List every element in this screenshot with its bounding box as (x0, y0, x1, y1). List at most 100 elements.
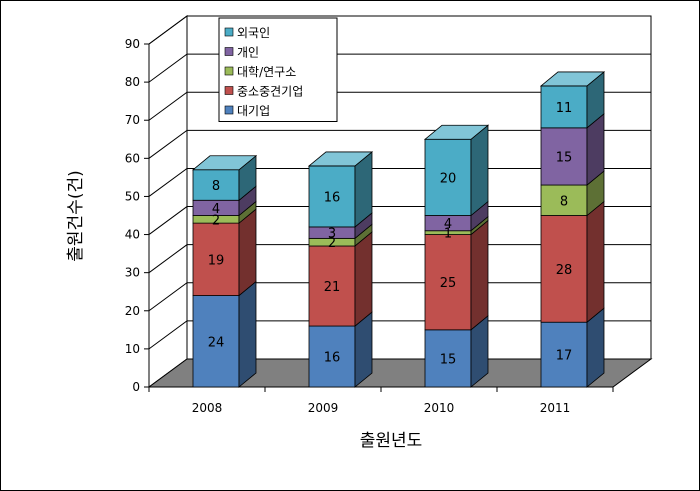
bar-side (354, 231, 373, 327)
bar-stack-2011 (539, 71, 606, 388)
data-label: 17 (556, 349, 573, 364)
bar-side (470, 219, 489, 331)
x-tick-label: 2010 (424, 401, 455, 415)
y-tick-label: 10 (125, 342, 140, 356)
y-tick-label: 90 (125, 37, 140, 51)
legend-label: 중소중견기업 (237, 85, 303, 99)
data-label: 11 (556, 101, 573, 116)
gridline (148, 206, 651, 235)
bar-stack-2009 (307, 151, 374, 388)
bar-front (308, 165, 356, 228)
legend-swatch (224, 105, 234, 115)
x-tick-label: 2011 (540, 401, 571, 415)
legend-swatch (224, 66, 234, 76)
bar-front (424, 234, 472, 331)
gridline (148, 282, 651, 312)
data-label: 15 (440, 352, 457, 367)
bar-segment (540, 307, 605, 388)
bar-segment (308, 212, 373, 240)
data-label: 1 (444, 227, 452, 242)
y-tick-label: 50 (125, 189, 140, 203)
gridline (148, 320, 651, 350)
bar-segment (423, 124, 490, 217)
bar-side (238, 280, 257, 388)
legend-item: 중소중견기업 (224, 85, 303, 99)
bar-segment (540, 200, 605, 324)
legend-label: 대학/연구소 (237, 65, 296, 79)
bar-front (540, 184, 588, 216)
bar-segment (191, 154, 258, 202)
bar-segment (308, 311, 373, 388)
y-tick-label: 30 (125, 266, 140, 280)
legend-item: 대기업 (224, 104, 270, 118)
y-tick-label: 20 (125, 304, 140, 318)
legend-item: 대학/연구소 (224, 65, 296, 79)
legend-swatch (224, 27, 234, 37)
y-tick-label: 40 (125, 228, 140, 242)
data-label: 24 (208, 335, 225, 350)
bar-segment (540, 112, 605, 186)
y-tick-label: 60 (125, 151, 140, 165)
y-tick-label: 0 (132, 380, 140, 394)
gridline (148, 91, 651, 121)
data-label: 3 (328, 227, 336, 242)
bar-segment (308, 231, 373, 327)
bar-front (540, 321, 588, 388)
bar-front (192, 222, 240, 296)
bar-segment (539, 71, 606, 129)
data-label: 21 (324, 280, 341, 295)
y-tick-label: 70 (125, 113, 140, 127)
bar-top (539, 71, 606, 87)
data-label: 25 (440, 276, 457, 291)
bar-top (191, 155, 258, 171)
bar-front (192, 169, 240, 201)
legend-label: 대기업 (237, 104, 270, 118)
x-tick-label: 2008 (192, 401, 223, 415)
data-label: 16 (324, 351, 341, 366)
legend-label: 개인 (237, 46, 259, 60)
legend-box (218, 17, 338, 122)
bar-side (470, 124, 489, 217)
data-label: 19 (208, 253, 225, 268)
data-label: 2 (328, 236, 336, 251)
data-label: 2 (212, 213, 220, 228)
gridline (148, 129, 651, 159)
data-label: 8 (212, 179, 220, 194)
data-label: 8 (560, 194, 568, 209)
bar-segment (192, 280, 257, 388)
x-axis-title: 출원년도 (360, 431, 423, 451)
bar-side (238, 208, 257, 297)
data-label: 28 (556, 263, 573, 278)
bar-stack-2010 (423, 124, 490, 388)
gridline (148, 15, 651, 45)
legend-label: 외국인 (237, 26, 270, 40)
bar-front (308, 325, 356, 388)
bar-front (540, 127, 588, 186)
bar-side (586, 200, 605, 324)
bar-segment (540, 170, 605, 217)
gridline (148, 53, 651, 83)
bar-segment (424, 314, 489, 388)
legend-item: 외국인 (224, 26, 270, 40)
bar-front (308, 245, 356, 327)
y-axis-title: 출원건수(건) (66, 170, 86, 261)
data-label: 15 (556, 150, 573, 165)
axes: 0 10 20 30 40 50 60 70 80 90 2008 2009 2010 2011 (125, 37, 614, 415)
bar-top (423, 124, 490, 140)
side-wall (148, 15, 188, 388)
bar-top (307, 151, 374, 167)
legend-swatch (224, 86, 234, 95)
bar-segment (307, 151, 374, 228)
grid-lines (148, 15, 651, 350)
x-tick-label: 2009 (308, 401, 339, 415)
bar-segment (424, 219, 489, 331)
legend-swatch (224, 47, 234, 56)
legend-item: 개인 (224, 46, 259, 60)
bar-stack-2008 (191, 154, 258, 388)
bars (191, 71, 606, 388)
y-tick-label: 80 (125, 75, 140, 89)
